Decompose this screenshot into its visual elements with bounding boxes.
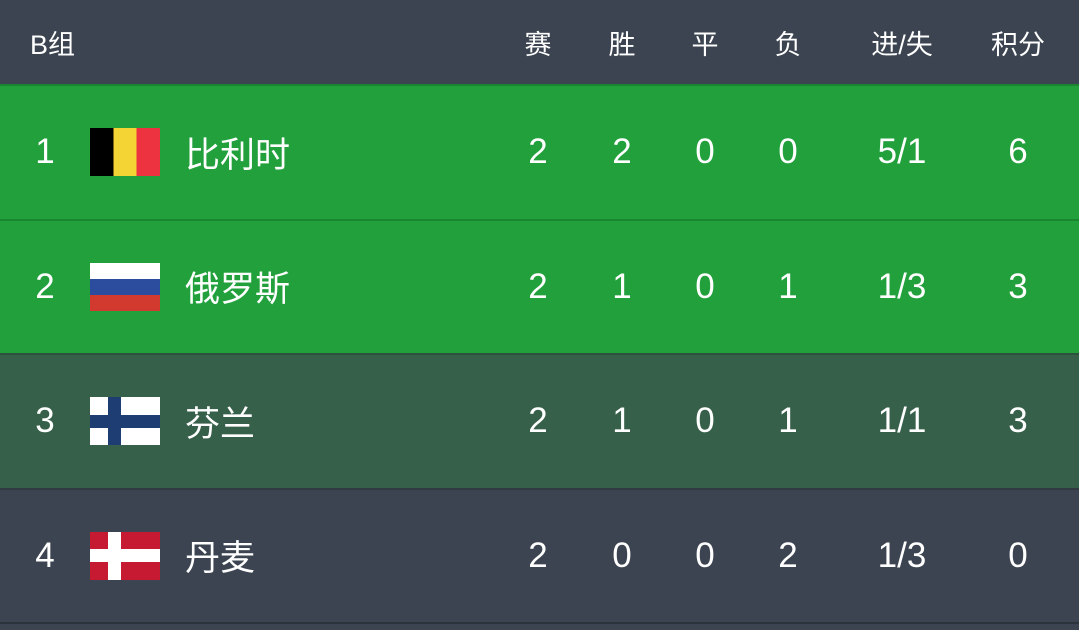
column-header-points: 积分	[991, 29, 1045, 60]
russia-flag	[90, 262, 160, 311]
stat-drawn: 0	[695, 535, 715, 575]
stat-won: 2	[612, 132, 632, 172]
denmark-flag	[90, 531, 160, 580]
stat-lost: 1	[778, 266, 798, 306]
stat-played: 2	[528, 266, 548, 306]
column-header-played: 赛	[524, 29, 552, 60]
rank-number: 3	[35, 401, 55, 441]
stat-goals: 1/3	[877, 266, 927, 306]
table-row[interactable]: 4 丹麦 2 0 0 2 1/3 0	[0, 487, 1079, 622]
flag-cell	[90, 128, 160, 177]
section-divider	[0, 622, 1079, 624]
team-name: 芬兰	[185, 404, 256, 444]
rank-number: 2	[35, 266, 55, 306]
stat-won: 1	[612, 266, 632, 306]
stat-drawn: 0	[695, 401, 715, 441]
stat-points: 3	[1008, 266, 1028, 306]
stat-goals: 1/1	[877, 401, 927, 441]
rank-number: 4	[35, 535, 55, 575]
standings-rows: 1 比利时 2 2 0 0 5/1 6 2 俄罗斯 2 1 0 1 1/3 3	[0, 84, 1079, 622]
stat-played: 2	[528, 132, 548, 172]
stat-points: 6	[1008, 132, 1028, 172]
stat-drawn: 0	[695, 266, 715, 306]
stat-drawn: 0	[695, 132, 715, 172]
flag-cross-bar	[90, 414, 160, 428]
flag-cell	[90, 397, 160, 446]
belgium-flag	[90, 128, 160, 177]
stat-goals: 1/3	[877, 535, 927, 575]
column-header-goals: 进/失	[871, 29, 933, 60]
stat-played: 2	[528, 401, 548, 441]
stat-played: 2	[528, 535, 548, 575]
stat-won: 0	[612, 535, 632, 575]
stat-lost: 0	[778, 132, 798, 172]
flag-cell	[90, 262, 160, 311]
flag-cross-bar	[90, 549, 160, 563]
table-header: B组 赛 胜 平 负 进/失 积分	[0, 0, 1079, 84]
finland-flag	[90, 397, 160, 446]
table-row[interactable]: 3 芬兰 2 1 0 1 1/1 3	[0, 353, 1079, 488]
team-name: 俄罗斯	[185, 270, 291, 310]
stat-won: 1	[612, 401, 632, 441]
stat-points: 0	[1008, 535, 1028, 575]
team-name: 丹麦	[185, 539, 256, 579]
stat-points: 3	[1008, 401, 1028, 441]
table-row[interactable]: 2 俄罗斯 2 1 0 1 1/3 3	[0, 218, 1079, 353]
stat-goals: 5/1	[877, 132, 927, 172]
column-header-drawn: 平	[691, 29, 719, 60]
next-section-peek	[0, 624, 1079, 630]
table-row[interactable]: 1 比利时 2 2 0 0 5/1 6	[0, 84, 1079, 219]
column-header-won: 胜	[608, 29, 636, 60]
team-name: 比利时	[185, 135, 291, 175]
column-header-lost: 负	[774, 29, 802, 60]
stat-lost: 1	[778, 401, 798, 441]
group-title: B组	[30, 29, 76, 60]
flag-cell	[90, 531, 160, 580]
rank-number: 1	[35, 132, 55, 172]
stat-lost: 2	[778, 535, 798, 575]
